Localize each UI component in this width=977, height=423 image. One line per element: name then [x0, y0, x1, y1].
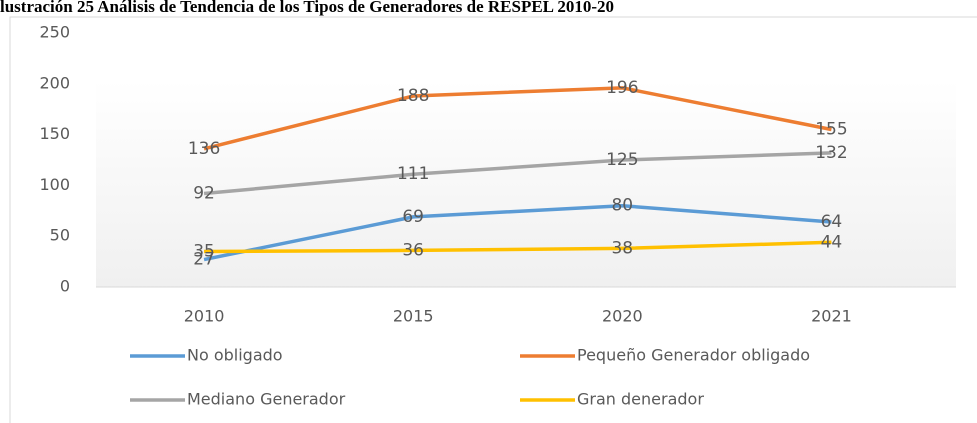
legend-label: Mediano Generador [187, 390, 346, 409]
chart-title: lustración 25 Análisis de Tendencia de l… [0, 0, 614, 16]
y-tick-label: 250 [39, 23, 70, 42]
data-label: 27 [193, 250, 215, 270]
series-line [204, 240, 832, 254]
data-label: 188 [397, 86, 429, 106]
legend-label: No obligado [187, 346, 283, 365]
data-label: 125 [606, 150, 638, 170]
data-label: 132 [815, 143, 847, 163]
data-label: 38 [611, 238, 633, 258]
y-tick-label: 100 [39, 175, 70, 194]
x-tick-label: 2020 [602, 307, 643, 326]
data-label: 136 [188, 139, 220, 159]
data-label: 64 [821, 212, 843, 232]
data-label: 196 [606, 78, 638, 98]
y-tick-label: 150 [39, 124, 70, 143]
series-line [203, 86, 832, 151]
x-tick-label: 2010 [184, 307, 225, 326]
series-line [203, 151, 832, 196]
legend-label: Pequeño Generador obligado [577, 346, 810, 365]
x-tick-label: 2015 [393, 307, 434, 326]
series-line [203, 203, 832, 262]
data-label: 36 [402, 240, 424, 260]
data-label: 44 [821, 232, 843, 252]
data-label: 92 [193, 184, 215, 204]
data-label: 111 [397, 164, 429, 184]
data-label: 69 [402, 207, 424, 227]
legend-label: Gran denerador [577, 390, 704, 409]
data-label: 35 [193, 241, 215, 261]
y-tick-label: 0 [60, 277, 70, 296]
data-label: 155 [815, 120, 847, 140]
x-tick-label: 2021 [811, 307, 852, 326]
data-label: 80 [611, 196, 633, 216]
y-tick-label: 50 [50, 226, 70, 245]
y-tick-label: 200 [39, 73, 70, 92]
